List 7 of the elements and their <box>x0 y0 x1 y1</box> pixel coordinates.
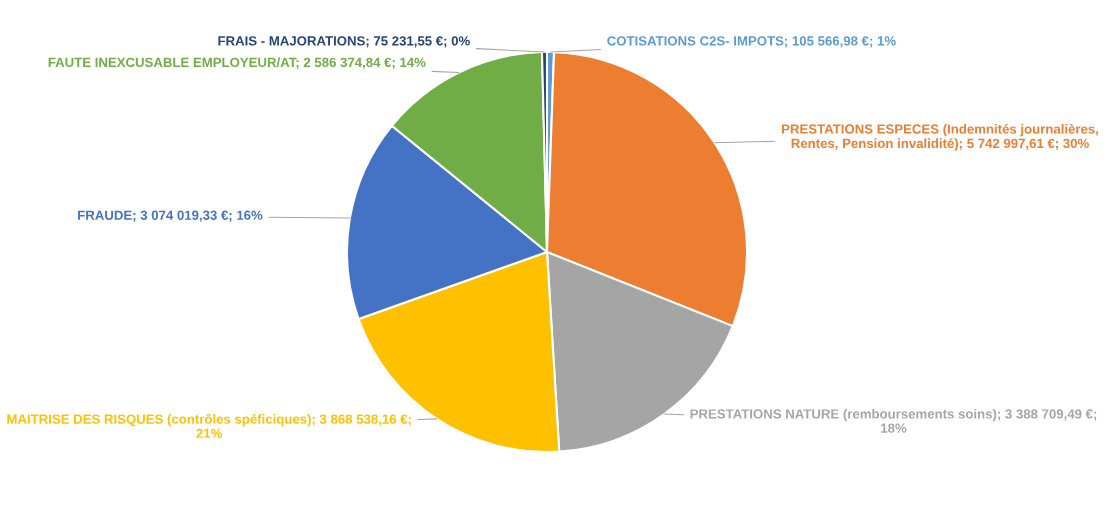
slice-label: COTISATIONS C2S- IMPOTS; 105 566,98 €; 1% <box>607 36 896 48</box>
slice-label: PRESTATIONS ESPECES (Indemnités journalières, Rentes, Pension invalidité); 5 742 997,61 €; 30% <box>782 123 1098 151</box>
slice-label: MAITRISE DES RISQUES (contrôles spéficiques); 3 868 538,16 €; 21% <box>7 413 411 438</box>
slice-label: PRESTATIONS NATURE (remboursements soins); 3 388 709,49 €; 18% <box>690 408 1097 433</box>
slice-label: FRAUDE; 3 074 019,33 €; 16% <box>78 210 263 222</box>
slice-label: FRAIS - MAJORATIONS; 75 231,55 €; 0% <box>218 36 470 48</box>
slice-label: FAUTE INEXCUSABLE EMPLOYEUR/AT; 2 586 374,84 €; 14% <box>48 57 426 69</box>
